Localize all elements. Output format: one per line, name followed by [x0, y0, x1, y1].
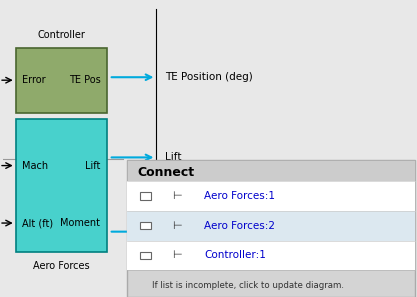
FancyBboxPatch shape [127, 181, 415, 211]
Text: ⊢: ⊢ [172, 191, 182, 201]
Text: Aero Forces:2: Aero Forces:2 [204, 221, 275, 231]
FancyBboxPatch shape [140, 222, 151, 229]
FancyBboxPatch shape [127, 211, 415, 241]
Text: Aero Forces: Aero Forces [33, 261, 90, 271]
Text: Aero Forces:1: Aero Forces:1 [204, 191, 275, 201]
FancyBboxPatch shape [127, 160, 415, 297]
Text: Alt (ft): Alt (ft) [22, 218, 53, 228]
FancyBboxPatch shape [127, 160, 415, 184]
FancyBboxPatch shape [16, 48, 107, 113]
Text: Moment: Moment [60, 218, 100, 228]
FancyBboxPatch shape [140, 192, 151, 200]
Text: Controller:1: Controller:1 [204, 250, 266, 260]
Text: Lift: Lift [165, 152, 181, 162]
FancyBboxPatch shape [16, 119, 107, 252]
Text: TE Pos: TE Pos [69, 75, 100, 85]
FancyBboxPatch shape [127, 181, 415, 270]
Text: Pitching: Pitching [165, 227, 206, 237]
Text: Error: Error [22, 75, 45, 85]
Text: Connect: Connect [138, 166, 195, 179]
Text: TE Position (deg): TE Position (deg) [165, 72, 252, 82]
FancyBboxPatch shape [140, 252, 151, 259]
Text: ⊢: ⊢ [172, 250, 182, 260]
Text: ⊢: ⊢ [172, 221, 182, 231]
Text: If list is incomplete, click to update diagram.: If list is incomplete, click to update d… [152, 281, 344, 290]
Text: Controller: Controller [37, 30, 85, 40]
Text: Lift: Lift [85, 161, 100, 170]
FancyBboxPatch shape [127, 241, 415, 270]
Text: Mach: Mach [22, 161, 48, 170]
